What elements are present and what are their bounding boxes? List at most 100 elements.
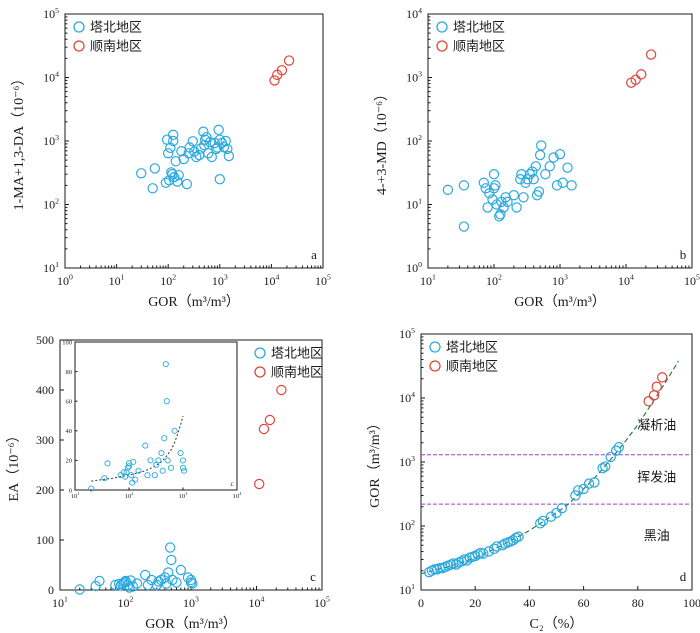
x-tick-label-exp: 2 [131,491,133,496]
plot-frame [74,341,238,491]
x-tick-label: 103 [212,273,228,288]
tabei-point [518,192,529,203]
tabei-point [530,161,542,172]
x-tick-label-base: 10 [118,596,130,610]
tabei-point [478,177,489,188]
y-tick-label: 100 [406,260,422,275]
y-tick-label-base: 10 [399,391,411,405]
y-tick-label: 104 [399,390,415,405]
tabei-point [177,449,184,457]
y-tick-label: 103 [399,454,415,469]
panel-b: 101 102 103 104 105100101102103104GOR（m³/m³）… [374,6,700,310]
tabei-point [533,186,545,197]
panel-a: 100 101 102 103 104 105101102103104105GOR（m³/… [11,6,331,310]
panel-label: a [311,247,317,262]
tabei-point [195,143,207,154]
x-tick-label: 101 [52,595,68,610]
x-tick-label-base: 10 [125,493,132,500]
y-tick-label: 40 [66,428,73,435]
legend-marker [429,341,441,353]
y-tick-label: 60 [66,398,73,405]
tabei-point [483,546,494,557]
tabei-point [162,148,174,159]
x-tick-label: 102 [160,273,176,288]
y-tick-label: 104 [43,69,59,84]
tabei-point [151,472,158,479]
tabei-point [149,163,161,174]
tabei-point [125,460,133,467]
shunnan-point [258,423,270,435]
x-tick-label: 102 [486,273,502,288]
y-tick-label: 0 [48,583,54,597]
y-axis-label: GOR（m³/m³） [367,416,383,508]
y-tick-label-exp: 1 [55,260,59,269]
y-tick-label: 200 [36,483,54,497]
y-tick-label: 100 [62,339,72,346]
region-label: 黑油 [644,528,670,543]
x-tick-label-base: 10 [183,596,195,610]
tabei-point [461,555,473,566]
x-tick-label: 103 [183,595,199,610]
trend-curve [91,415,184,482]
tabei-point [557,177,568,188]
legend-marker [436,21,448,33]
x-tick-label-base: 10 [71,493,78,500]
tabei-point [140,569,151,581]
tabei-point [185,577,197,588]
tabei-point [214,174,225,185]
tabei-point [545,511,557,522]
tabei-point [610,445,622,456]
y-tick-label: 104 [406,6,422,21]
y-tick-label-exp: 4 [411,390,415,399]
tabei-point [508,190,520,201]
y-tick-label-exp: 2 [55,196,59,205]
legend-label: 顺南地区 [453,39,505,54]
legend-marker [254,366,266,378]
legend-label: 顺南地区 [446,359,498,374]
x-tick-label-exp: 2 [130,595,134,604]
tabei-point [572,485,584,496]
x-tick-label-exp: 2 [172,273,176,282]
shunnan-point [276,65,288,76]
x-tick-label-base: 10 [314,596,326,610]
tabei-point [187,578,198,589]
tabei-point [458,180,470,191]
x-tick-label: 105 [315,273,331,288]
tabei-point [203,148,214,159]
tabei-point [495,209,506,220]
tabei-point [147,183,158,194]
x-tick-label-exp: 4 [261,595,265,604]
tabei-point [206,151,218,163]
y-tick-label-exp: 5 [55,6,59,15]
region-label: 挥发油 [637,469,676,484]
tabei-point [181,178,193,190]
y-tick-label: 103 [406,69,422,84]
y-axis-label: EA（10⁻⁶） [6,429,22,502]
x-tick-label-base: 10 [57,274,69,288]
y-tick-label-base: 10 [43,134,55,148]
tabei-point [535,518,546,529]
tabei-point [442,184,454,196]
y-axis-label: 4-+3-MD（10⁻⁶） [374,87,390,195]
shunnan-point [643,396,654,407]
tabei-point [544,161,555,172]
x-tick-label: 101 [420,273,436,288]
y-tick-label-base: 10 [399,519,411,533]
x-tick-label: 103 [179,491,188,500]
tabei-point [597,463,608,474]
tabei-point [199,139,210,151]
tabei-point [566,180,577,191]
y-tick-label-exp: 3 [418,69,422,78]
y-tick-label: 80 [66,369,73,376]
x-tick-label-base: 10 [212,274,224,288]
y-tick-label-exp: 5 [411,326,415,335]
region-label: 凝析油 [637,418,676,433]
tabei-point [222,143,233,155]
x-tick-label: 103 [552,273,568,288]
shunnan-point [264,414,276,426]
tabei-point [132,476,139,483]
tabei-point [161,435,168,442]
legend-label: 塔北地区 [453,20,505,35]
x-tick-label: 0 [418,596,424,610]
